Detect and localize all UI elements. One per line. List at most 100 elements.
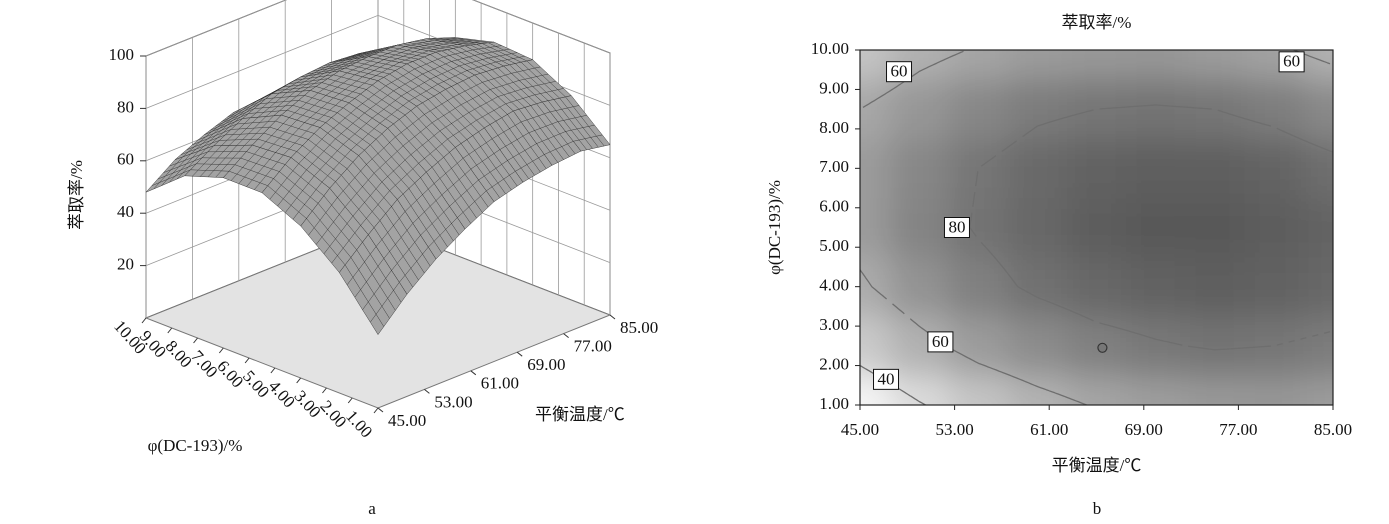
heatmap-cell — [948, 316, 1009, 376]
contour-label: 40 — [878, 369, 895, 388]
heatmap-cell — [860, 197, 891, 258]
heatmap-cell — [1185, 375, 1245, 405]
heatmap-cell — [1185, 138, 1245, 199]
y-tick-label: 1.00 — [819, 394, 849, 413]
surface-patch — [329, 155, 398, 235]
surface-patch — [474, 65, 543, 112]
heatmap-cell — [948, 138, 1009, 199]
tick-mark — [516, 351, 523, 357]
x-tick-label: 77.00 — [574, 337, 612, 356]
surface-patch — [513, 101, 582, 166]
surface-patch — [329, 44, 398, 63]
heatmap-cell — [948, 375, 1009, 405]
z-tick-label: 80 — [117, 97, 134, 116]
heatmap-cell — [1007, 50, 1068, 81]
tick-mark — [167, 327, 173, 334]
contour-label-box — [873, 368, 900, 390]
heatmap-cell — [1303, 316, 1333, 376]
design-point — [1097, 342, 1108, 353]
grid-line — [145, 0, 611, 57]
surface-patch — [174, 118, 243, 160]
surface-patch — [348, 80, 417, 129]
contour-label-box — [886, 61, 913, 83]
tick-mark — [373, 407, 379, 414]
tick-mark — [609, 314, 616, 320]
x-tick-label: 45.00 — [388, 411, 426, 430]
heatmap-cell — [860, 257, 891, 317]
contour-line — [969, 104, 1333, 351]
heatmap-cell — [1066, 375, 1127, 405]
x-tick-label: 85.00 — [1314, 420, 1352, 439]
heatmap-cell — [1185, 257, 1245, 317]
heatmap-cell — [1303, 197, 1333, 258]
heatmap-cell — [1066, 138, 1127, 199]
surface-patch — [368, 199, 437, 295]
x-axis-title: 平衡温度/℃ — [1052, 456, 1142, 475]
surface-patch — [223, 144, 292, 193]
contour-label: 60 — [1283, 52, 1300, 71]
surface-patch — [406, 51, 475, 90]
y-tick-label: 3.00 — [819, 315, 849, 334]
surface-patch — [464, 41, 533, 67]
surface-patch — [397, 171, 466, 260]
y-axis-title: φ(DC-193)/% — [148, 436, 243, 455]
heatmap-cell — [1007, 375, 1068, 405]
tick-mark — [377, 407, 384, 413]
surface-patch — [377, 63, 446, 107]
heatmap-cell — [889, 375, 950, 405]
heatmap-cell — [860, 138, 891, 199]
heatmap-cell — [948, 79, 1009, 140]
surface-patch — [261, 157, 330, 227]
chart-title: 萃取率/% — [1062, 13, 1132, 32]
surface-patch — [503, 59, 572, 103]
x-tick-label: 61.00 — [481, 374, 519, 393]
surface-patch — [426, 147, 495, 230]
surface-patch — [455, 127, 524, 202]
heatmap-cell — [1244, 257, 1304, 317]
surface-patch — [184, 144, 253, 178]
heatmap-cell — [1066, 197, 1127, 258]
surface-patch — [339, 56, 408, 81]
contour-line — [860, 50, 1331, 405]
tick-mark — [270, 367, 276, 374]
y-tick-label: 6.00 — [213, 357, 247, 392]
surface-patch — [542, 95, 611, 152]
surface-patch — [271, 70, 340, 95]
tick-mark — [470, 370, 477, 376]
y-tick-label: 6.00 — [819, 197, 849, 216]
tick-mark — [244, 357, 250, 364]
heatmap-cell — [1007, 257, 1068, 317]
heatmap-cell — [889, 138, 950, 199]
surface-patch — [387, 105, 456, 173]
y-tick-label: 5.00 — [239, 367, 273, 402]
heatmap-cell — [1126, 50, 1186, 81]
x-tick-label: 77.00 — [1219, 420, 1257, 439]
y-tick-label: 10.00 — [110, 317, 150, 358]
contour-label: 60 — [932, 332, 949, 351]
surface-patch — [339, 234, 408, 335]
x-tick-label: 53.00 — [935, 420, 973, 439]
x-axis-title: 平衡温度/℃ — [535, 405, 625, 424]
surface-patch — [145, 145, 214, 193]
z-tick-label: 20 — [117, 255, 134, 274]
z-tick-label: 60 — [117, 150, 134, 169]
heatmap-cell — [1126, 257, 1186, 317]
heatmap-cell — [1066, 316, 1127, 376]
contour-label-box — [943, 217, 970, 238]
y-tick-label: 2.00 — [316, 397, 350, 432]
y-tick-label: 1.00 — [342, 407, 376, 442]
heatmap-cell — [1303, 79, 1333, 140]
contour-label-box — [927, 331, 954, 353]
heatmap-cell — [1126, 138, 1186, 199]
heatmap-cell — [1303, 138, 1333, 199]
surface-patch — [213, 114, 282, 147]
surface-patch — [435, 45, 504, 76]
heatmap-cell — [860, 50, 891, 81]
heatmap-cell — [1303, 257, 1333, 317]
tick-mark — [347, 397, 353, 404]
surface-patch — [290, 127, 359, 189]
plot-frame — [859, 49, 1334, 406]
y-axis-title: φ(DC-193)/% — [765, 180, 784, 275]
heatmap-cell — [1244, 138, 1304, 199]
